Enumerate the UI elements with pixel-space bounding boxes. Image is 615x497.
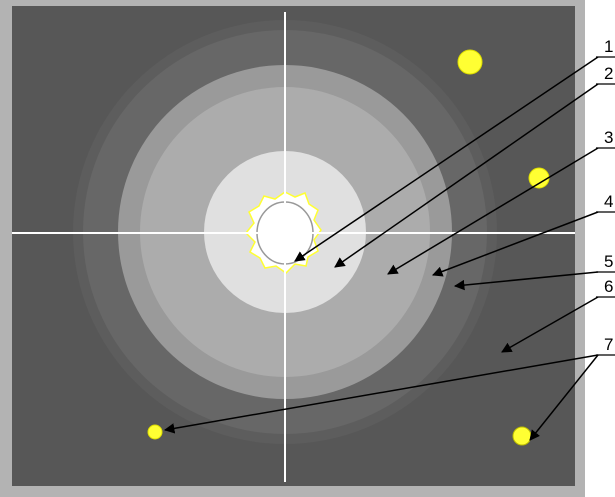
arrow (529, 354, 599, 441)
label: 5 (604, 252, 613, 271)
yellow-spot (528, 167, 550, 189)
label: 1 (604, 37, 613, 56)
arrow (453, 271, 599, 291)
arrow (387, 147, 599, 275)
label: 4 (604, 192, 613, 211)
label: 6 (604, 277, 613, 296)
arrow (294, 56, 599, 262)
arrows (163, 56, 599, 441)
labels: 1 2 3 4 5 6 7 (596, 37, 615, 356)
arrow (501, 296, 599, 353)
arrow (163, 354, 599, 434)
arrow (432, 211, 599, 277)
rings (12, 12, 575, 482)
label: 3 (604, 128, 613, 147)
label: 2 (604, 64, 613, 83)
label: 7 (604, 335, 613, 354)
yellow-spot (512, 426, 532, 446)
yellow-spot (457, 49, 483, 75)
yellow-spot (147, 424, 163, 440)
arrow (334, 83, 599, 268)
